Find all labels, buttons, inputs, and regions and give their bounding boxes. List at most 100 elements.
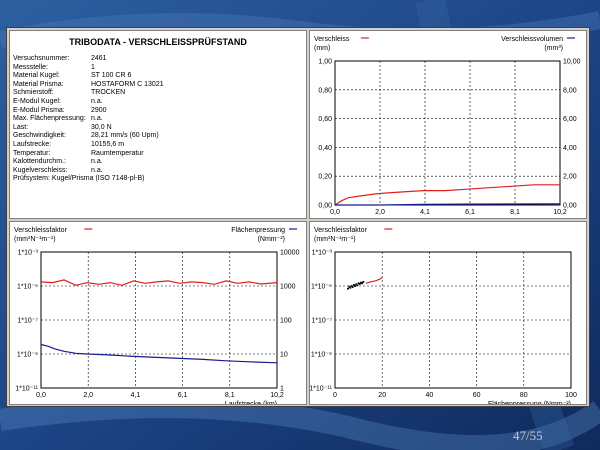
info-row: Geschwindigkeit: 28,21 mm/s (60 Upm) — [13, 132, 164, 141]
info-value: 1 — [91, 63, 95, 71]
info-value: 10155,6 m — [91, 140, 125, 148]
info-row: Last: 30,0 N — [13, 124, 164, 133]
info-label: Messstelle: — [13, 63, 49, 71]
y-tick-label-right: 100 — [280, 318, 292, 325]
test-info-panel: TRIBODATA - VERSCHLEISSPRÜFSTAND Versuch… — [9, 30, 307, 219]
info-row: Schmierstoff: TROCKEN — [13, 89, 164, 98]
y-tick-label-right: 8,00 — [563, 87, 577, 94]
x-tick-label: 4,1 — [420, 209, 430, 216]
y-tick-label-left: 1,00 — [318, 59, 332, 66]
info-label: Last: — [13, 123, 29, 131]
legend-left-label: Verschleissfaktor — [14, 227, 68, 234]
y-tick-label-right: 10000 — [280, 250, 300, 257]
scatter-point — [349, 286, 352, 289]
info-row: Temperatur: Raumtemperatur — [13, 150, 164, 159]
legend-right-unit: (Nmm⁻²) — [258, 236, 285, 243]
info-row: Max. Flächenpressung: n.a. — [13, 115, 164, 124]
y-tick-label-right: 1 — [280, 386, 284, 393]
legend-left-unit: (mm) — [314, 45, 330, 52]
scatter-point — [350, 285, 353, 287]
report-title: TRIBODATA - VERSCHLEISSPRÜFSTAND — [69, 37, 247, 47]
info-value: n.a. — [91, 97, 103, 105]
y-tick-label-left: 1*10⁻⁶ — [17, 284, 38, 291]
y-tick-label-left: 1*10⁻⁹ — [17, 352, 38, 359]
y-tick-label-left: 1*10⁻³ — [312, 250, 333, 257]
info-value: 2900 — [91, 106, 107, 114]
x-tick-label: 2,0 — [375, 209, 385, 216]
x-axis-label: Laufstrecke (km) — [225, 401, 277, 404]
scatter-point — [362, 281, 365, 283]
info-label: Schmierstoff: — [13, 89, 54, 97]
legend-right-unit: (mm³) — [544, 45, 563, 52]
y-tick-label-right: 10 — [280, 352, 288, 359]
y-tick-label-left: 0,60 — [318, 116, 332, 123]
x-tick-label: 100 — [565, 392, 577, 399]
scatter-point — [354, 285, 356, 287]
info-value: n.a. — [91, 166, 103, 174]
info-value: 2461 — [91, 55, 107, 62]
info-value: 28,21 mm/s (60 Upm) — [91, 132, 159, 140]
x-axis-label: Flächenpressung (Nmm⁻²) — [488, 401, 571, 404]
series-line-red — [40, 279, 278, 286]
series-line-blue — [335, 203, 561, 206]
x-tick-label: 60 — [473, 392, 481, 399]
legend-left-label: Verschleiss — [314, 36, 350, 43]
y-tick-label-left: 0,20 — [318, 174, 332, 181]
legend-right-label: Verschleissvolumen — [501, 36, 563, 43]
x-tick-label: 40 — [426, 392, 434, 399]
wear-factor-chart: Verschleissfaktor (mm³N⁻¹m⁻¹) Flächenpress… — [14, 227, 300, 404]
info-value: 30,0 N — [91, 123, 112, 131]
legend-left-unit: (mm³N⁻¹m⁻¹) — [14, 236, 56, 243]
y-tick-label-left: 1*10⁻⁹ — [311, 352, 332, 359]
x-tick-label: 8,1 — [510, 209, 520, 216]
y-tick-label-left: 1*10⁻³ — [18, 250, 39, 257]
legend-left-label: Verschleissfaktor — [314, 227, 368, 234]
info-row: Material Kugel: ST 100 CR 6 — [13, 72, 164, 81]
info-value: Raumtemperatur — [91, 149, 144, 157]
x-tick-label: 8,1 — [225, 392, 235, 399]
info-row: Material Prisma: HOSTAFORM C 13021 — [13, 81, 164, 90]
y-tick-label-left: 1*10⁻¹¹ — [310, 386, 333, 393]
scatter-point — [357, 282, 360, 285]
y-tick-label-left: 1*10⁻⁷ — [311, 318, 332, 325]
scatter-point — [360, 281, 362, 284]
series-line-red — [365, 277, 383, 284]
info-row: Versuchsnummer: 2461 — [13, 55, 164, 64]
x-tick-label: 0 — [333, 392, 337, 399]
series-line-blue — [40, 343, 278, 364]
scatter-point — [355, 283, 358, 286]
x-tick-label: 6,1 — [465, 209, 475, 216]
info-value: HOSTAFORM C 13021 — [91, 80, 164, 88]
report-window: TRIBODATA - VERSCHLEISSPRÜFSTAND Versuch… — [6, 27, 590, 407]
y-tick-label-left: 0,80 — [318, 87, 332, 94]
info-value: TROCKEN — [91, 89, 126, 97]
info-rows: Versuchsnummer: 2461 Messstelle: 1 Materia… — [13, 55, 164, 184]
info-label: E-Modul Kugel: — [13, 97, 61, 105]
info-value: ST 100 CR 6 — [91, 72, 132, 80]
x-tick-label: 10,2 — [553, 209, 567, 216]
info-label: Material Prisma: — [13, 80, 64, 88]
wear-chart-panel: Verschleiss (mm) Verschleissvolumen (mm³) 0,… — [309, 30, 587, 219]
plot-area — [334, 60, 561, 206]
info-label: Versuchsnummer: — [13, 55, 70, 62]
info-label: Material Kugel: — [13, 72, 60, 80]
info-label: Kalottendurchm.: — [13, 158, 66, 166]
x-tick-label: 4,1 — [131, 392, 141, 399]
info-label: Geschwindigkeit: — [13, 132, 66, 140]
info-row: Kugelverschleiss: n.a. — [13, 167, 164, 176]
legend-left-unit: (mm³N⁻¹m⁻¹) — [314, 236, 356, 243]
y-tick-label-right: 2,00 — [563, 174, 577, 181]
x-tick-label: 6,1 — [178, 392, 188, 399]
x-tick-label: 0,0 — [330, 209, 340, 216]
x-tick-label: 0,0 — [36, 392, 46, 399]
x-tick-label: 20 — [378, 392, 386, 399]
series-line-red — [334, 184, 560, 206]
y-tick-label-left: 0,40 — [318, 145, 332, 152]
y-tick-label-left: 1*10⁻⁷ — [17, 318, 38, 325]
y-tick-label-right: 4,00 — [563, 145, 577, 152]
info-row: E-Modul Prisma: 2900 — [13, 107, 164, 116]
info-row: Kalottendurchm.: n.a. — [13, 158, 164, 167]
info-row: E-Modul Kugel: n.a. — [13, 98, 164, 107]
info-row: Laufstrecke: 10155,6 m — [13, 141, 164, 150]
y-tick-label-left: 0,00 — [318, 203, 332, 210]
